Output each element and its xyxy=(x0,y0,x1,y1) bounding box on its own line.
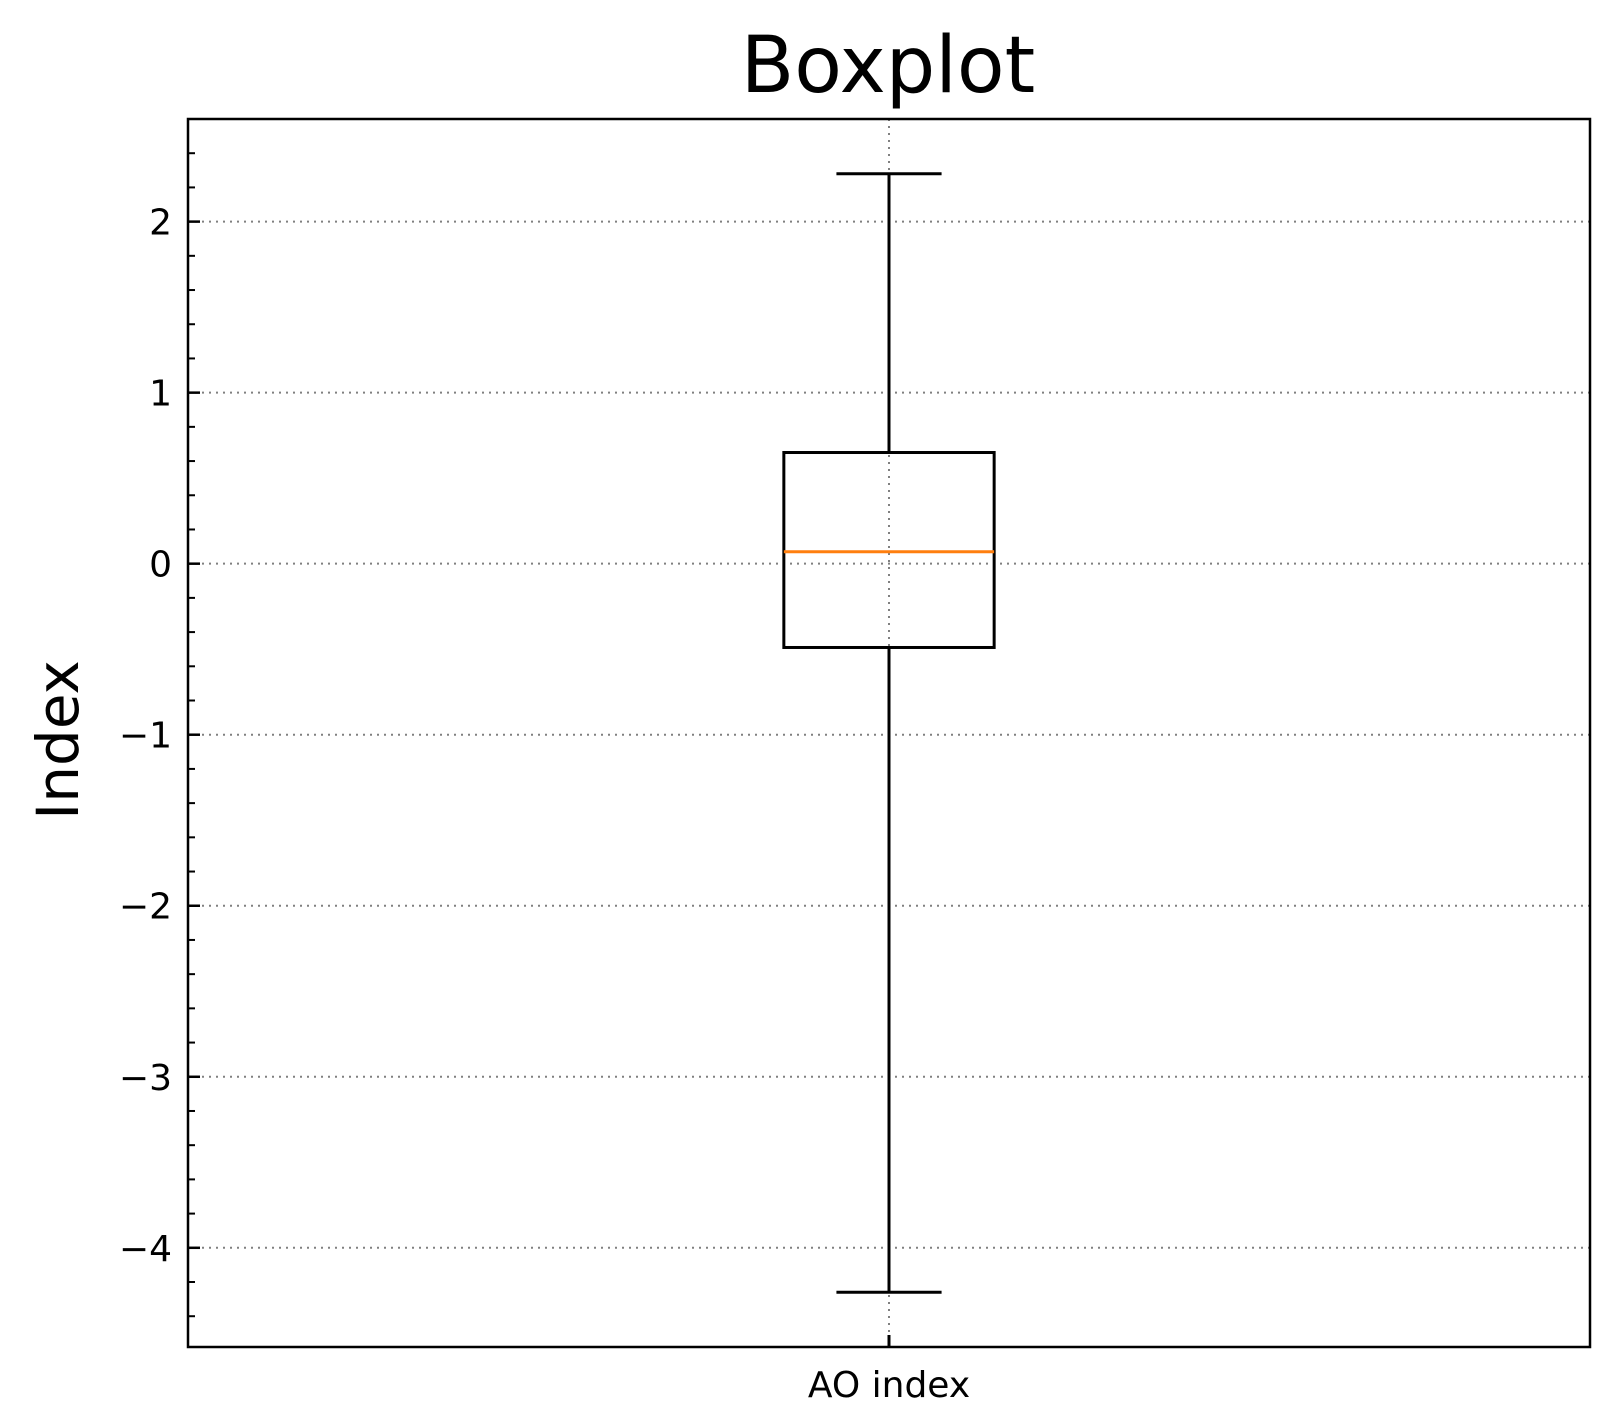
y-tick-label: −3 xyxy=(119,1058,172,1099)
y-tick-label: 0 xyxy=(149,545,172,586)
chart-title: Boxplot xyxy=(741,21,1035,111)
y-axis-label: Index xyxy=(24,660,92,820)
y-tick-label: −2 xyxy=(119,887,172,928)
box-series xyxy=(782,172,996,1294)
x-tick-label: AO index xyxy=(808,1365,970,1406)
y-axis-ticks xyxy=(188,118,200,1318)
y-axis-tick-labels: 2 1 0 −1 −2 −3 −4 xyxy=(119,203,172,1270)
x-axis-ticks: AO index xyxy=(808,1335,970,1406)
y-tick-label: −4 xyxy=(119,1229,172,1270)
y-tick-label: 1 xyxy=(149,374,172,415)
interquartile-box xyxy=(782,451,996,649)
y-tick-label: 2 xyxy=(149,203,172,244)
y-tick-label: −1 xyxy=(119,716,172,757)
plot-area-frame xyxy=(186,117,1592,1349)
